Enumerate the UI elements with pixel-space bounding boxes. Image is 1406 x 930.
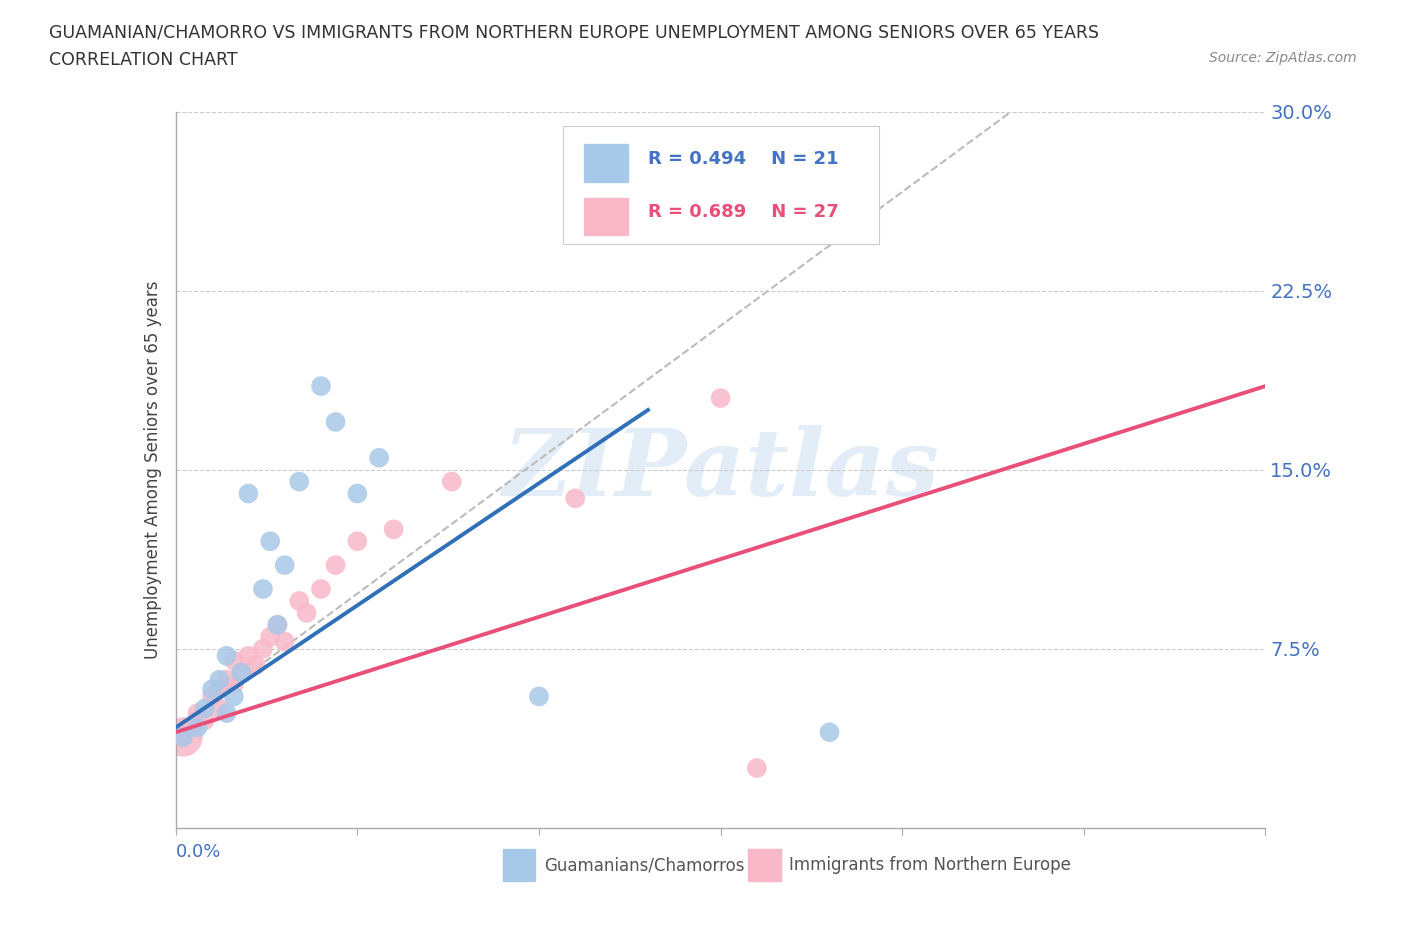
Point xyxy=(288,593,311,608)
Point xyxy=(186,706,209,721)
Point xyxy=(172,729,194,744)
Point xyxy=(231,665,253,680)
Point xyxy=(309,379,332,393)
Text: R = 0.689    N = 27: R = 0.689 N = 27 xyxy=(648,204,838,221)
Text: R = 0.494    N = 21: R = 0.494 N = 21 xyxy=(648,150,838,168)
Point xyxy=(208,701,231,716)
Text: GUAMANIAN/CHAMORRO VS IMMIGRANTS FROM NORTHERN EUROPE UNEMPLOYMENT AMONG SENIORS: GUAMANIAN/CHAMORRO VS IMMIGRANTS FROM NO… xyxy=(49,23,1099,41)
Point xyxy=(208,682,231,697)
Text: CORRELATION CHART: CORRELATION CHART xyxy=(49,51,238,69)
Point xyxy=(222,653,245,668)
Point xyxy=(382,522,405,537)
Point xyxy=(215,672,238,687)
Point xyxy=(194,712,217,727)
Point xyxy=(527,689,550,704)
Point xyxy=(346,534,368,549)
Point xyxy=(295,605,318,620)
Point xyxy=(266,618,288,632)
Text: Guamanians/Chamorros: Guamanians/Chamorros xyxy=(544,857,745,874)
Point xyxy=(259,630,281,644)
Point xyxy=(208,672,231,687)
Point xyxy=(252,642,274,657)
Point xyxy=(238,648,260,663)
Point xyxy=(179,720,201,735)
Point xyxy=(288,474,311,489)
Text: Immigrants from Northern Europe: Immigrants from Northern Europe xyxy=(789,857,1071,874)
Point xyxy=(194,701,217,716)
Point xyxy=(266,618,288,632)
Point xyxy=(274,558,297,573)
Bar xyxy=(585,198,628,235)
Point xyxy=(222,677,245,692)
Point xyxy=(818,724,841,739)
FancyBboxPatch shape xyxy=(562,126,879,244)
Point xyxy=(238,486,260,501)
Point xyxy=(710,391,733,405)
Text: 0.0%: 0.0% xyxy=(176,844,221,861)
Bar xyxy=(585,144,628,181)
Text: Source: ZipAtlas.com: Source: ZipAtlas.com xyxy=(1209,51,1357,65)
Point xyxy=(231,665,253,680)
Point xyxy=(309,581,332,596)
Point xyxy=(172,729,194,744)
Point xyxy=(564,491,586,506)
Point xyxy=(368,450,391,465)
Point xyxy=(201,689,224,704)
Y-axis label: Unemployment Among Seniors over 65 years: Unemployment Among Seniors over 65 years xyxy=(143,281,162,658)
Bar xyxy=(503,849,536,882)
Point xyxy=(172,729,194,744)
Point xyxy=(325,415,347,430)
Point xyxy=(745,761,768,776)
Point xyxy=(440,474,463,489)
Point xyxy=(325,558,347,573)
Text: ZIPatlas: ZIPatlas xyxy=(502,425,939,514)
Bar xyxy=(748,849,780,882)
Point xyxy=(201,682,224,697)
Point xyxy=(274,634,297,649)
Point xyxy=(346,486,368,501)
Point xyxy=(252,581,274,596)
Point xyxy=(245,658,267,672)
Point xyxy=(215,706,238,721)
Point xyxy=(222,689,245,704)
Point xyxy=(215,648,238,663)
Point xyxy=(186,720,209,735)
Point xyxy=(259,534,281,549)
